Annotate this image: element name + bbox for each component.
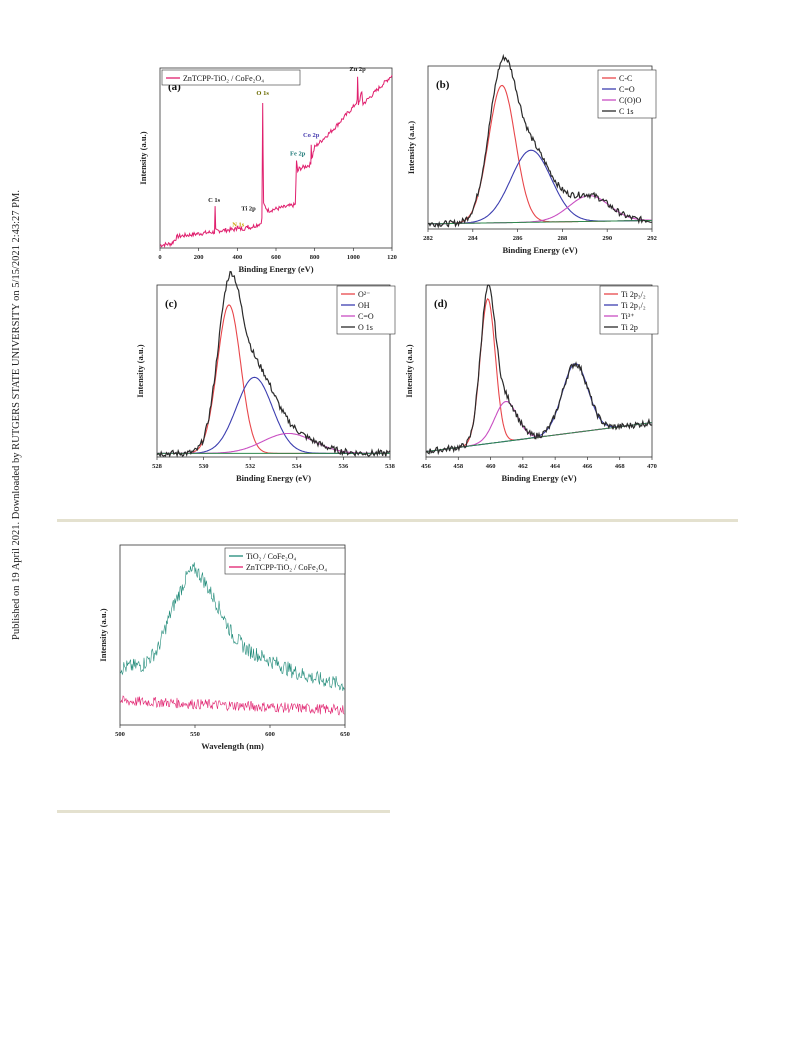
legend-box (224, 547, 346, 575)
x-tick-label: 456 (421, 463, 432, 470)
legend-entry: ZnTCPP-TiO₂ / CoFe₂O₄ (246, 563, 327, 572)
panel-label: (c) (165, 298, 178, 310)
envelope-curve (427, 53, 653, 229)
x-tick-label: 200 (194, 254, 204, 261)
x-axis-label: Binding Energy (eV) (501, 473, 576, 483)
fit-component-curve (425, 363, 653, 453)
x-axis-label: Binding Energy (eV) (502, 245, 577, 255)
peak-label: Co 2p (303, 132, 320, 139)
fit-component-curve (157, 432, 390, 454)
legend-entry: O²⁻ (358, 290, 370, 299)
x-axis-label: Binding Energy (eV) (238, 264, 313, 274)
y-axis-label: Intensity (a.u.) (98, 608, 108, 661)
panel-label: (b) (436, 79, 450, 91)
x-tick-label: 286 (513, 235, 524, 242)
x-tick-label: 600 (271, 254, 281, 261)
xps-survey-chart: 0 200 400 600 800 1000 120 Binding Energy (eV) I… (138, 66, 397, 274)
x-tick-label: 288 (558, 235, 569, 242)
x-tick-label: 284 (468, 235, 479, 242)
x-tick-label: 528 (152, 463, 163, 470)
fit-component-curve (157, 376, 390, 454)
legend-entry: Ti 2p₃/₂ (621, 290, 646, 299)
envelope-curve (156, 270, 391, 458)
x-tick-label: 120 (387, 254, 397, 261)
x-tick-label: 538 (385, 463, 396, 470)
x-tick-label: 464 (550, 463, 561, 470)
x-tick-label: 550 (190, 731, 200, 738)
legend-entry: Ti 2p₁/₂ (621, 301, 646, 310)
x-tick-label: 530 (199, 463, 209, 470)
x-axis-label: Wavelength (nm) (201, 741, 264, 751)
x-tick-label: 500 (115, 731, 125, 738)
x-tick-label: 290 (602, 235, 612, 242)
legend-entry: Ti³⁺ (621, 312, 634, 321)
peak-label: Fe 2p (290, 151, 306, 158)
plot-frame (119, 544, 346, 726)
x-axis-label: Binding Energy (eV) (236, 473, 311, 483)
peak-label: O 1s (256, 90, 269, 97)
peak-label: N 1s (232, 221, 245, 228)
x-tick-label: 292 (647, 235, 657, 242)
peak-label: Ti 2p (241, 205, 256, 212)
survey-spectrum-line (159, 75, 393, 249)
pl-spectrum-line (119, 562, 345, 691)
x-tick-label: 650 (340, 731, 350, 738)
x-tick-label: 0 (158, 254, 161, 261)
x-tick-label: 458 (453, 463, 464, 470)
x-tick-label: 1000 (347, 254, 360, 261)
y-axis-label: Intensity (a.u.) (404, 344, 414, 397)
o1s-chart: 528 530 532 534 536 538 Binding Energy (eV) Int… (135, 270, 396, 483)
section-divider (57, 810, 390, 813)
plot-frame (427, 65, 653, 230)
baseline-curve (425, 422, 653, 453)
peak-label: C 1s (208, 197, 221, 204)
x-tick-label: 536 (339, 463, 350, 470)
legend-entry: C=O (358, 312, 374, 321)
peak-label: Zn 2p (349, 66, 366, 73)
baseline-curve (427, 219, 652, 225)
legend-box (161, 69, 301, 86)
y-axis-label: Intensity (a.u.) (138, 131, 148, 184)
legend-entry: C(O)O (619, 96, 641, 105)
legend-box (599, 285, 659, 335)
legend-entry: ZnTCPP-TiO₂ / CoFe₂O₄ (183, 74, 264, 83)
download-note: Published on 19 April 2021. Downloaded b… (11, 190, 22, 640)
legend-entry: C-C (619, 74, 632, 83)
x-tick-label: 282 (423, 235, 433, 242)
y-axis-label: Intensity (a.u.) (406, 121, 416, 174)
x-tick-label: 468 (615, 463, 626, 470)
x-tick-label: 470 (647, 463, 657, 470)
section-divider (57, 519, 738, 522)
y-axis-label: Intensity (a.u.) (135, 344, 145, 397)
x-tick-label: 466 (583, 463, 594, 470)
legend-entry: C 1s (619, 107, 633, 116)
pl-spectrum-line (119, 695, 345, 716)
plot-frame (425, 284, 653, 458)
x-tick-label: 462 (518, 463, 528, 470)
legend-entry: C=O (619, 85, 635, 94)
legend-entry: Ti 2p (621, 323, 638, 332)
panel-label: (d) (434, 298, 448, 310)
x-tick-label: 534 (292, 463, 303, 470)
x-tick-label: 800 (310, 254, 320, 261)
x-tick-label: 460 (486, 463, 496, 470)
ti2p-chart: 456 458 460 462 464 466 468 470 Binding Energy (… (404, 284, 659, 483)
photoluminescence-chart: 500 550 600 650 Wavelength (nm) Intensity (a.… (98, 544, 350, 751)
download-note-text: Published on 19 April 2021. Downloaded b… (11, 190, 22, 640)
x-tick-label: 532 (245, 463, 255, 470)
legend-entry: TiO₂ / CoFe₂O₄ (246, 552, 297, 561)
x-tick-label: 400 (232, 254, 242, 261)
plot-frame (156, 284, 391, 458)
c1s-chart: 282 284 286 288 290 292 Binding Energy (eV) Int… (406, 53, 657, 255)
legend-entry: OH (358, 301, 370, 310)
legend-entry: O 1s (358, 323, 373, 332)
x-tick-label: 600 (265, 731, 275, 738)
envelope-curve (425, 284, 653, 456)
